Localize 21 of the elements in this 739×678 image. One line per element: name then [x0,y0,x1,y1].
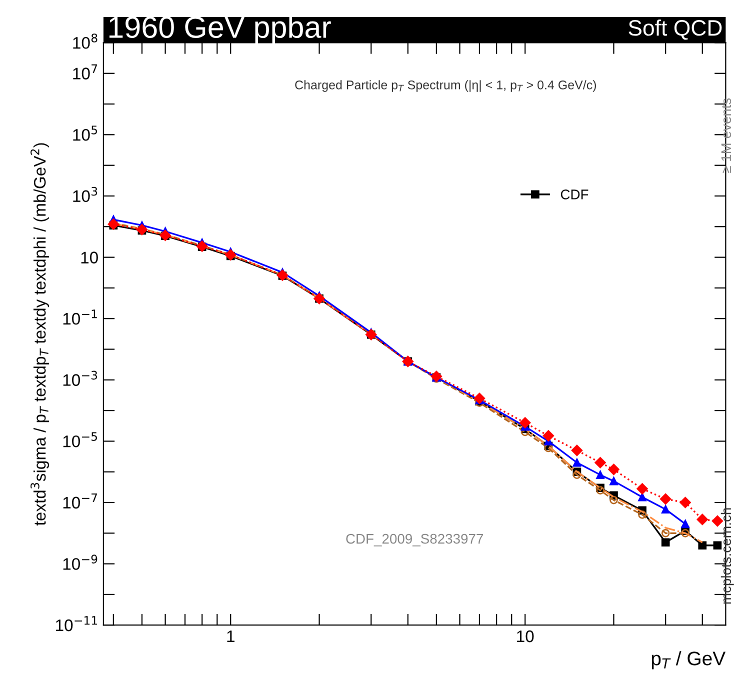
y-tick-label: 10$^{−11}$ [56,616,98,632]
y-tick-label: 10$^{−3}$ [63,370,98,386]
y-tick-label: 10$^{−9}$ [63,554,98,570]
y-tick-label: 10$^{−7}$ [63,494,97,509]
y-tick-label: 10$^{8}$ [73,34,98,49]
x-tick-label: 1 [227,630,234,642]
annotation: mcplots.cern.ch [720,508,734,604]
annotation: CDF_2009_S8233977 [346,534,483,546]
chart-subtitle: Soft QCD [628,20,722,40]
y-tick-label: 10$^{3}$ [73,186,98,202]
y-tick-label: 10$^{−1}$ [63,310,97,325]
x-axis-title: p$_{T}$ / GeV [652,651,726,670]
text: textd$^{3}$sigma / p$_{T}$ textdp$_{T}$ textdy textdphi / (mb/GeV$^{2}$) [30,143,50,526]
chart-title: 1960 GeV ppbar [109,16,331,44]
y-tick-label: 10 [81,252,98,264]
annotation: Charged Particle p$_{T}$ Spectrum (|η| < 1, p$_{T}$ > 0.4 GeV/c) [295,80,596,92]
y-tick-label: 10$^{7}$ [73,64,98,80]
y-tick-label: 10$^{−5}$ [63,432,97,448]
annotation: ≥ 1M events [721,98,732,173]
y-tick-label: 10$^{5}$ [73,126,98,141]
legend-label: CDF [560,190,588,200]
